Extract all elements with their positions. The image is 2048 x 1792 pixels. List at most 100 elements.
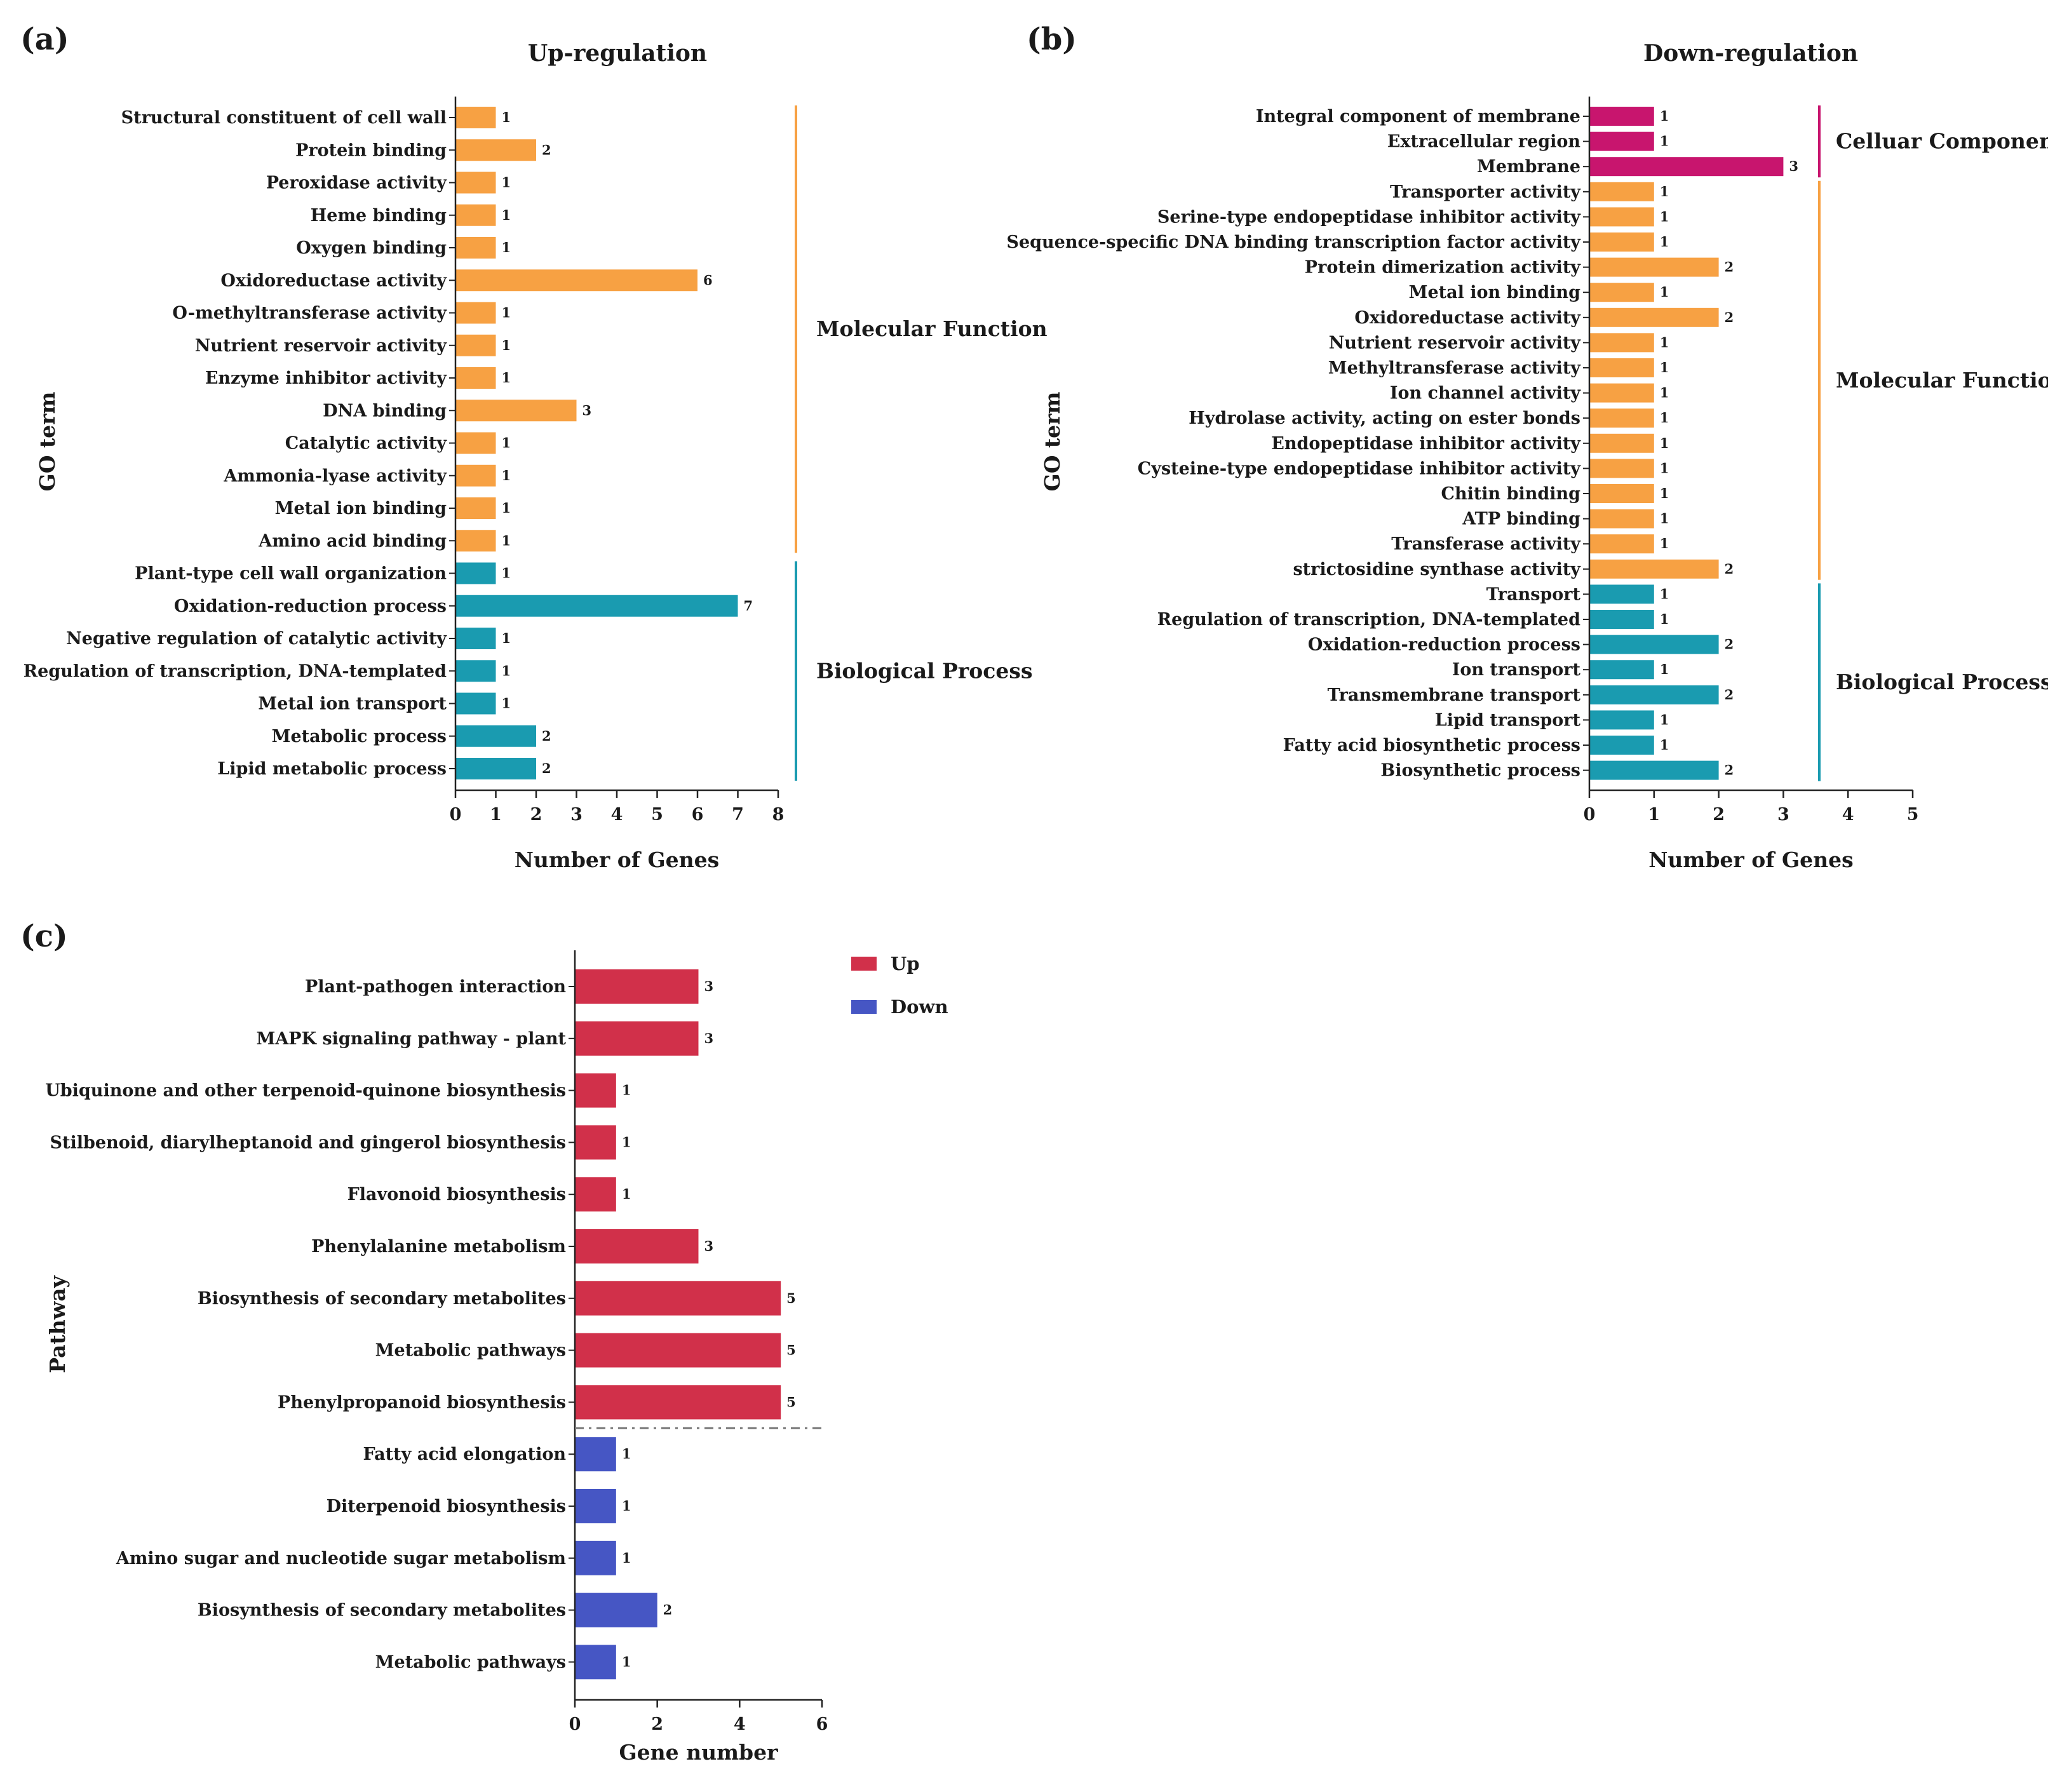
category-label: Methyltransferase activity [1328,358,1582,378]
bar [455,692,496,715]
bar [455,269,697,292]
category-label: Biosynthesis of secondary metabolites [198,1289,566,1309]
bar [1589,736,1654,755]
value-label: 5 [786,1290,796,1306]
category-label: Oxidation-reduction process [1308,635,1580,655]
category-label: Oxidoreductase activity [220,271,447,290]
x-tick-label: 1 [490,805,502,825]
bar [455,464,496,487]
x-tick-label: 2 [651,1715,663,1734]
value-label: 3 [583,402,592,418]
category-label: Ion transport [1452,660,1581,680]
value-label: 1 [1660,485,1669,501]
bar [575,1385,781,1420]
value-label: 1 [502,305,511,321]
value-label: 1 [502,696,511,711]
y-axis-label: GO term [1040,391,1065,491]
bar [1589,433,1654,453]
value-label: 1 [1660,284,1669,300]
panel-label: (c) [20,919,68,954]
category-label: Transmembrane transport [1328,685,1581,705]
value-label: 1 [502,532,511,548]
bar [1589,257,1719,277]
bar [575,1645,616,1680]
category-label: Protein binding [295,140,447,160]
bar [575,1540,616,1575]
value-label: 1 [1660,334,1669,350]
bar [1589,383,1654,403]
category-label: strictosidine synthase activity [1293,560,1581,579]
category-label: DNA binding [323,401,447,421]
category-label: Cysteine-type endopeptidase inhibitor ac… [1138,459,1582,478]
value-label: 1 [1660,184,1669,199]
bar [1589,107,1654,126]
category-label: Metal ion binding [1409,283,1581,302]
category-label: Phenylalanine metabolism [311,1237,566,1256]
category-label: ATP binding [1462,509,1580,529]
value-label: 1 [1660,711,1669,727]
category-label: Ammonia-lyase activity [223,466,447,486]
value-label: 1 [502,109,511,125]
value-label: 1 [1660,133,1669,149]
bar [1589,157,1784,177]
category-label: Hydrolase activity, acting on ester bond… [1189,408,1580,428]
bar [455,628,496,649]
category-label: Lipid metabolic process [217,759,447,779]
value-label: 2 [542,142,551,158]
category-label: Nutrient reservoir activity [1329,333,1582,353]
bar [575,1437,616,1472]
bar [455,367,496,389]
bar [455,497,496,519]
bar [455,660,496,682]
category-label: Metabolic pathways [375,1341,566,1361]
category-label: Endopeptidase inhibitor activity [1271,434,1581,454]
x-tick-label: 0 [450,805,462,825]
value-label: 1 [1660,234,1669,250]
value-label: 1 [502,337,511,353]
category-label: Ubiquinone and other terpenoid-quinone b… [45,1081,566,1101]
bar [455,204,496,226]
category-label: Integral component of membrane [1256,107,1580,126]
category-label: Negative regulation of catalytic activit… [66,629,447,649]
x-tick-label: 8 [772,805,785,825]
value-label: 1 [1660,511,1669,527]
value-label: 1 [622,1550,631,1566]
value-label: 2 [1725,309,1734,325]
bar [575,1125,616,1160]
value-label: 1 [1660,108,1669,124]
value-label: 1 [502,435,511,451]
value-label: 1 [502,500,511,516]
value-label: 1 [1660,435,1669,451]
x-axis-label: Number of Genes [1648,847,1853,872]
bar [455,172,496,194]
bar [1589,182,1654,201]
y-axis-label: GO term [35,391,60,491]
x-tick-label: 0 [1584,805,1596,825]
value-label: 6 [703,272,713,288]
bar [455,530,496,552]
category-label: Structural constituent of cell wall [121,108,447,128]
group-label: Celluar Component [1836,129,2048,154]
value-label: 1 [1660,586,1669,602]
bar [1589,660,1654,680]
group-label: Biological Process [1836,670,2048,694]
value-label: 3 [704,1238,714,1254]
category-label: Oxygen binding [296,238,447,258]
category-label: MAPK signaling pathway - plant [256,1029,566,1049]
bar [575,1333,781,1368]
value-label: 1 [502,207,511,223]
chart-title: Down-regulation [1643,40,1858,67]
category-label: Metal ion binding [275,499,447,518]
x-tick-label: 4 [1842,805,1854,825]
bar [455,562,496,584]
bar [575,969,699,1004]
legend-swatch [851,957,877,971]
category-label: Biosynthesis of secondary metabolites [198,1601,566,1620]
category-label: Chitin binding [1441,484,1580,504]
value-label: 2 [1725,762,1734,778]
bar [1589,408,1654,428]
value-label: 1 [502,663,511,678]
bar [575,1021,699,1056]
value-label: 3 [704,978,714,994]
bar [1589,131,1654,151]
